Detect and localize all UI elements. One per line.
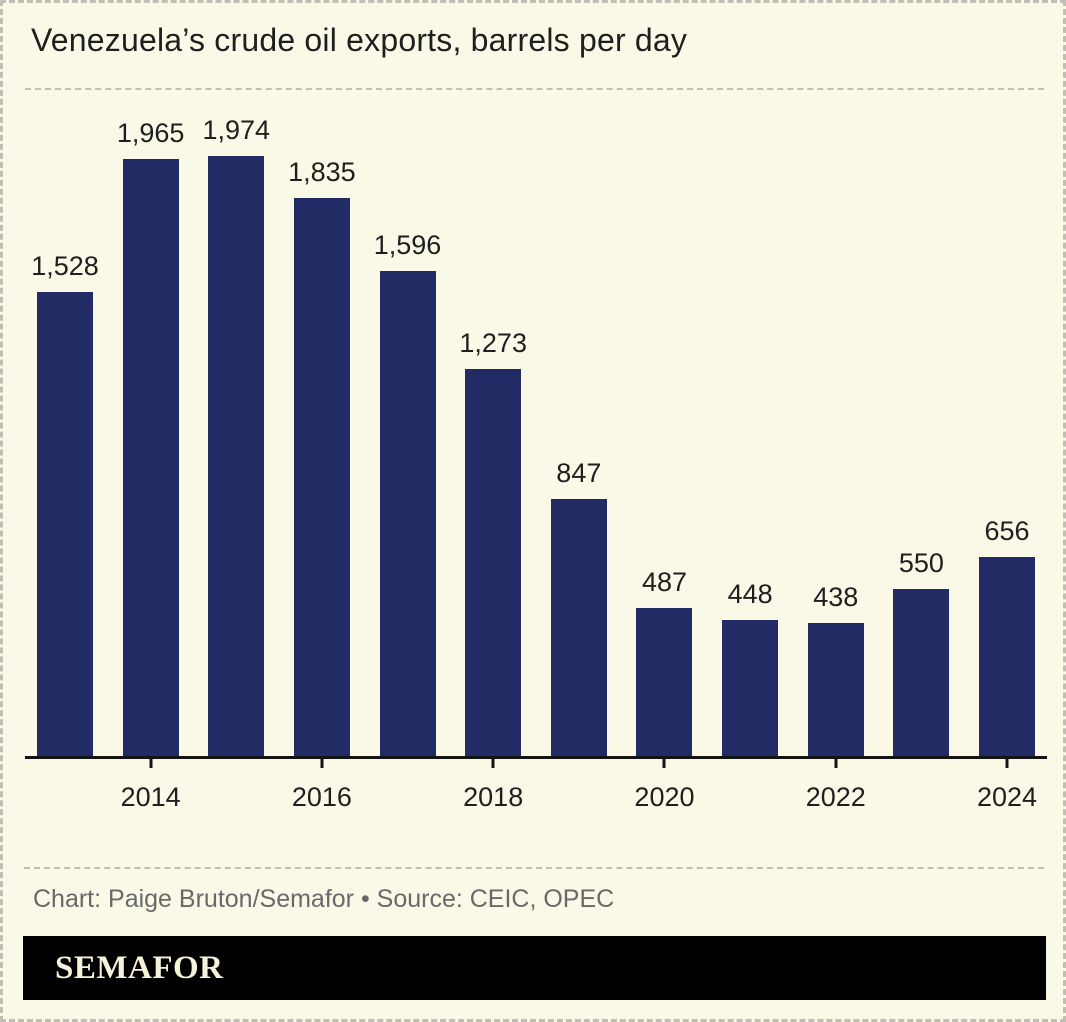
bar-2013 [37, 292, 93, 756]
divider-bottom [24, 867, 1044, 869]
x-axis-tick-label: 2022 [805, 782, 866, 812]
bar-2022 [807, 623, 864, 756]
bar-2023 [893, 589, 950, 756]
bar-2024 [979, 557, 1036, 756]
x-axis-tick-label: 2014 [120, 782, 181, 812]
x-axis-tick [1005, 759, 1009, 768]
bar-2017 [379, 271, 436, 756]
bar-value-label: 1,835 [288, 156, 356, 187]
bar-2020 [636, 608, 693, 756]
bar-2018 [465, 369, 522, 756]
bar-value-label: 1,965 [116, 117, 185, 148]
bar-value-label: 448 [727, 578, 773, 609]
logo-bar: SEMAFOR [23, 936, 1046, 1000]
bar-2015 [208, 156, 265, 756]
bar-value-label: 1,273 [459, 327, 527, 358]
x-axis-tick [320, 759, 324, 768]
x-axis-tick [834, 759, 838, 768]
x-axis-tick-label: 2018 [463, 782, 524, 812]
bar-2019 [550, 499, 607, 756]
bar-2021 [722, 620, 779, 756]
x-axis-tick-label: 2024 [976, 782, 1038, 812]
x-axis-tick [491, 759, 495, 768]
bar-value-label: 1,528 [31, 250, 99, 281]
bar-2016 [293, 198, 350, 756]
bar-value-label: 847 [556, 457, 602, 488]
x-axis-tick-label: 2020 [634, 782, 695, 812]
bar-value-label: 487 [641, 566, 687, 597]
bar-value-label: 1,596 [373, 229, 442, 260]
x-axis-tick [149, 759, 153, 768]
page-title: Venezuela’s crude oil exports, barrels p… [31, 22, 688, 58]
bar-value-label: 438 [813, 581, 859, 612]
x-axis-line [25, 756, 1047, 759]
x-axis-tick [662, 759, 666, 768]
bar-value-label: 1,974 [202, 114, 271, 145]
bar-value-label: 550 [898, 547, 944, 578]
bar-value-label: 656 [984, 515, 1030, 546]
credit-line: Chart: Paige Bruton/Semafor • Source: CE… [33, 885, 615, 913]
x-axis-tick-label: 2016 [291, 782, 352, 812]
bar-2014 [122, 159, 179, 756]
divider-top [25, 88, 1044, 90]
bar-chart: 1,528 1,965 1,974 1,835 1,596 1,273 847 487 448 4… [3, 90, 1063, 812]
semafor-logo: SEMAFOR [55, 949, 224, 986]
